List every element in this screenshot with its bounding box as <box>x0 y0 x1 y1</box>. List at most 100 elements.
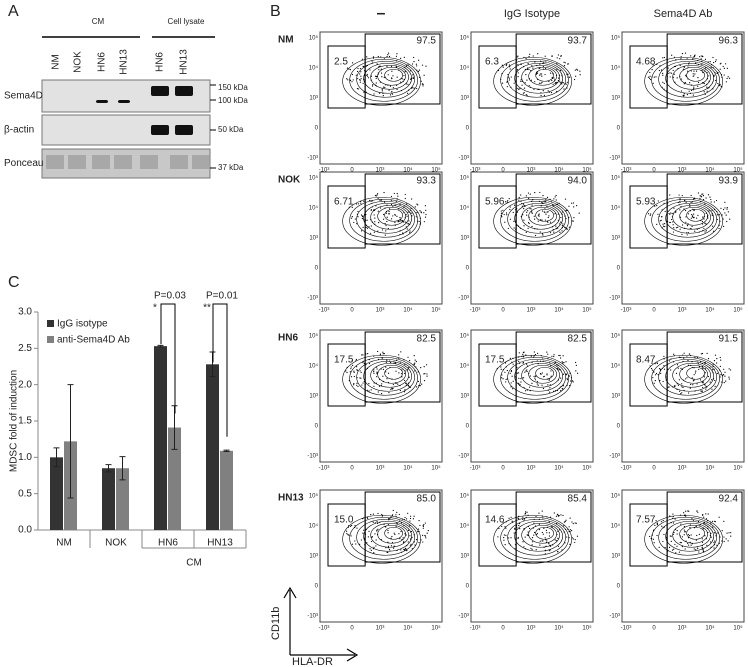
event-dot <box>380 68 382 70</box>
event-dot <box>360 539 363 541</box>
legend-swatch <box>47 320 54 327</box>
event-dot <box>383 523 385 526</box>
event-dot <box>531 212 533 214</box>
event-dot <box>518 196 520 199</box>
x-tick-label: 10³ <box>527 168 536 174</box>
event-dot <box>559 354 561 357</box>
event-dot <box>691 377 693 379</box>
event-dot <box>524 82 526 84</box>
event-dot <box>696 356 698 358</box>
event-dot <box>661 525 663 527</box>
event-dot <box>529 386 531 388</box>
event-dot <box>406 215 408 217</box>
event-dot <box>685 74 687 76</box>
event-dot <box>505 212 508 214</box>
event-dot <box>422 541 424 543</box>
event-dot <box>681 383 683 385</box>
y-axis-label: MDSC fold of induction <box>9 370 20 472</box>
event-dot <box>386 65 388 67</box>
event-dot <box>363 362 365 365</box>
event-dot <box>547 384 549 386</box>
event-dot <box>553 355 555 358</box>
event-dot <box>695 549 697 551</box>
event-dot <box>362 65 364 67</box>
event-dot <box>574 541 576 544</box>
event-dot <box>396 53 398 55</box>
event-dot <box>367 353 369 355</box>
event-dot <box>531 225 533 228</box>
event-dot <box>377 197 379 200</box>
event-dot <box>423 523 425 526</box>
event-dot <box>669 72 671 74</box>
event-dot <box>663 56 665 59</box>
event-dot <box>517 517 519 519</box>
event-dot <box>531 362 533 364</box>
event-dot <box>519 528 521 530</box>
event-dot <box>549 221 552 223</box>
event-dot <box>537 53 539 55</box>
gate <box>327 503 366 567</box>
event-dot <box>728 77 731 79</box>
gate-value: 6.3 <box>485 57 499 68</box>
event-dot <box>572 202 574 204</box>
event-dot <box>729 218 731 220</box>
event-dot <box>522 93 525 95</box>
event-dot <box>688 90 690 92</box>
event-dot <box>538 215 540 217</box>
event-dot <box>690 70 692 72</box>
event-dot <box>692 384 694 386</box>
band <box>175 86 193 96</box>
x-tick-label: 10⁴ <box>403 167 413 174</box>
event-dot <box>651 69 653 71</box>
event-dot <box>680 78 683 80</box>
event-dot <box>541 540 543 542</box>
event-dot <box>704 231 706 233</box>
event-dot <box>687 223 689 225</box>
event-dot <box>706 544 708 546</box>
event-dot <box>664 223 666 225</box>
contour <box>493 354 572 404</box>
event-dot <box>662 57 664 59</box>
event-dot <box>724 201 726 204</box>
event-dot <box>381 357 383 359</box>
event-dot <box>721 530 723 532</box>
event-dot <box>539 191 541 194</box>
contour <box>500 356 569 400</box>
event-dot <box>527 63 529 65</box>
y-tick-label: 10⁵ <box>460 175 470 182</box>
event-dot <box>659 220 661 222</box>
event-dot <box>711 369 714 371</box>
event-dot <box>565 83 567 85</box>
event-dot <box>547 221 549 223</box>
contour <box>672 64 711 90</box>
gate <box>478 45 517 109</box>
event-dot <box>426 532 428 534</box>
event-dot <box>422 527 424 529</box>
event-dot <box>681 224 684 226</box>
event-dot <box>681 546 683 548</box>
event-dot <box>549 387 551 389</box>
event-dot <box>374 533 376 535</box>
event-dot <box>523 92 525 94</box>
event-dot <box>362 82 364 84</box>
event-dot <box>563 521 565 523</box>
event-dot <box>423 366 425 368</box>
gate-value: 94.0 <box>568 176 588 187</box>
event-dot <box>716 362 718 364</box>
x-tick-label: 10⁵ <box>733 625 743 632</box>
event-dot <box>681 392 683 394</box>
event-dot <box>370 514 372 516</box>
event-dot <box>693 55 696 58</box>
annotation: P=0.03 <box>154 291 186 302</box>
panel-label: C <box>8 274 20 291</box>
event-dot <box>675 372 678 374</box>
event-dot <box>543 211 545 213</box>
x-tick-label: 10⁵ <box>431 625 441 632</box>
event-dot <box>685 216 687 218</box>
x-tick-label: 10⁵ <box>582 167 592 174</box>
event-dot <box>564 520 566 523</box>
event-dot <box>404 389 406 391</box>
gate <box>364 491 441 563</box>
event-dot <box>536 383 538 385</box>
